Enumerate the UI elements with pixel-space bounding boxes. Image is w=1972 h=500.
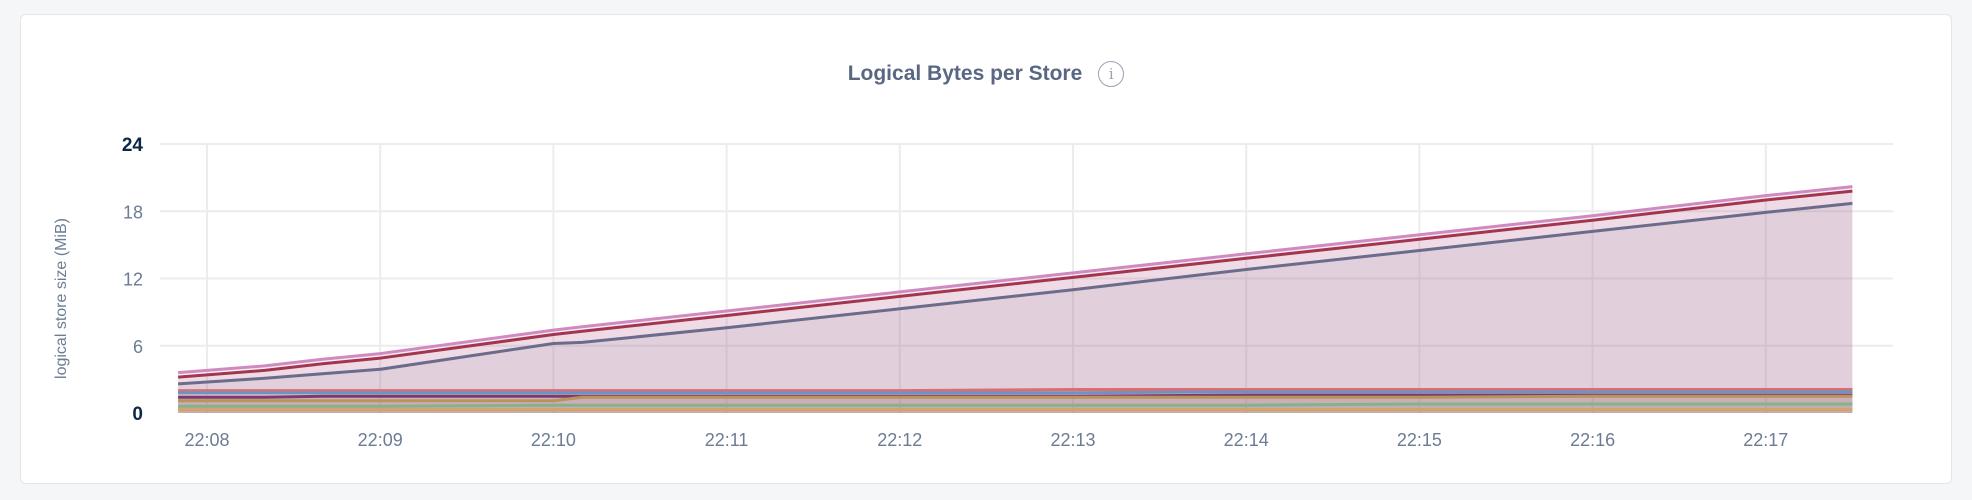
series-line xyxy=(178,402,1853,408)
series-area xyxy=(178,186,1853,413)
x-tick-label: 22:11 xyxy=(705,430,749,450)
x-tick-label: 22:09 xyxy=(358,430,403,450)
chart-header: Logical Bytes per Store i xyxy=(21,61,1951,87)
series-line xyxy=(178,388,1853,393)
chart-title: Logical Bytes per Store xyxy=(847,62,1083,85)
series-line xyxy=(178,394,1853,403)
series-area xyxy=(178,191,1853,413)
x-tick-label: 22:10 xyxy=(531,430,576,450)
x-tick-label: 22:14 xyxy=(1224,430,1269,450)
series-line xyxy=(178,390,1853,395)
y-tick-label: 18 xyxy=(123,202,143,222)
y-tick-label: 6 xyxy=(133,337,143,357)
series-line xyxy=(177,185,1853,375)
series-area xyxy=(178,203,1853,413)
info-icon[interactable]: i xyxy=(1098,61,1125,87)
series-line xyxy=(177,189,1853,379)
x-tick-label: 22:15 xyxy=(1397,430,1442,450)
x-tick-label: 22:12 xyxy=(877,430,922,450)
x-tick-label: 22:17 xyxy=(1743,430,1788,450)
x-tick-label: 22:08 xyxy=(184,430,229,450)
y-tick-label: 0 xyxy=(132,404,143,425)
x-tick-label: 22:16 xyxy=(1570,430,1615,450)
y-tick-label: 12 xyxy=(123,270,143,290)
y-axis-label: logical store size (MiB) xyxy=(53,218,70,379)
x-tick-label: 22:13 xyxy=(1050,430,1095,450)
series-line xyxy=(178,201,1853,386)
y-tick-label: 24 xyxy=(122,135,144,156)
